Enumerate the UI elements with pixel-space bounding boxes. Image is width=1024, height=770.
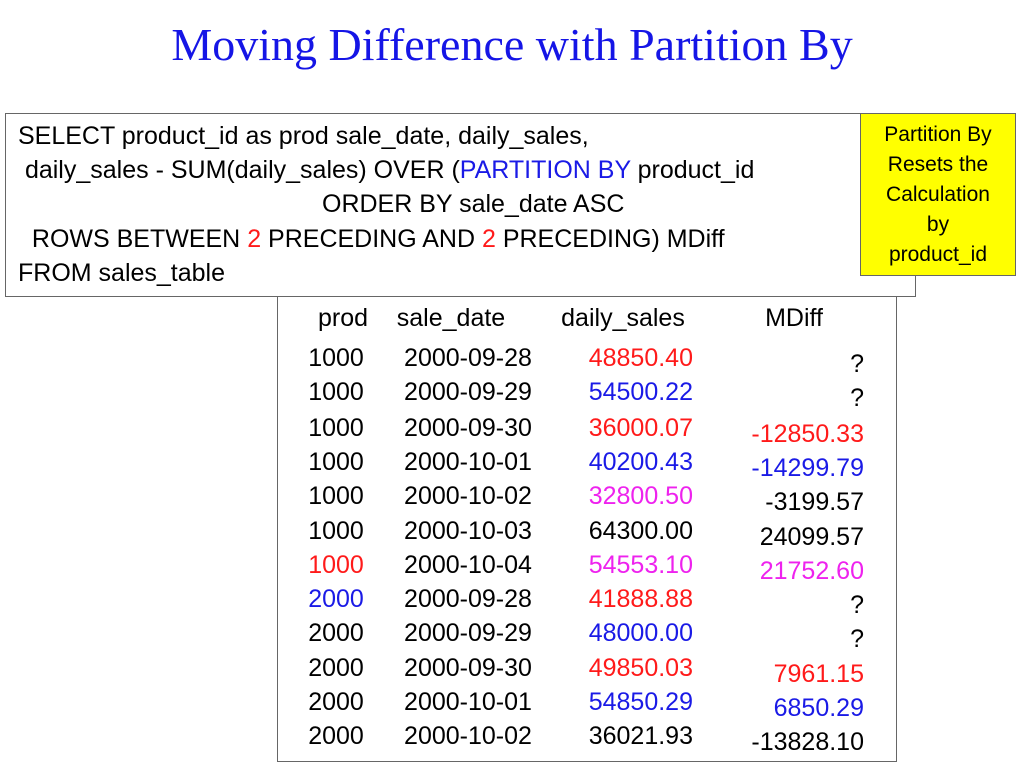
column-header: MDiff	[765, 304, 823, 332]
daily-sales-cell: 36021.93	[588, 722, 693, 750]
daily-sales-cell: 54553.10	[588, 551, 693, 579]
prod-cell: 1000	[308, 378, 364, 406]
sale-date-cell: 2000-10-01	[404, 448, 532, 476]
sale-date-cell: 2000-09-28	[404, 585, 532, 613]
sql-line-4: ROWS BETWEEN 2 PRECEDING AND 2 PRECEDING…	[18, 224, 725, 254]
prod-cell: 1000	[308, 551, 364, 579]
daily-sales-cell: 48000.00	[588, 619, 693, 647]
sale-date-cell: 2000-10-01	[404, 688, 532, 716]
daily-sales-cell: 54500.22	[588, 378, 693, 406]
sql-line-1: SELECT product_id as prod sale_date, dai…	[18, 122, 589, 150]
prod-cell: 2000	[308, 619, 364, 647]
note-line: Calculation	[886, 182, 990, 206]
prod-cell: 1000	[308, 414, 364, 442]
mdiff-cell: 21752.60	[759, 557, 864, 585]
sql-partition-keyword: PARTITION BY	[459, 156, 631, 184]
prod-cell: 1000	[308, 344, 364, 372]
prod-cell: 2000	[308, 654, 364, 682]
prod-cell: 1000	[308, 482, 364, 510]
mdiff-cell: -13828.10	[751, 728, 864, 756]
sql-line-5: FROM sales_table	[18, 259, 226, 287]
daily-sales-cell: 32800.50	[588, 482, 693, 510]
sql-text: ROWS BETWEEN	[18, 225, 248, 253]
mdiff-cell: 24099.57	[759, 523, 864, 551]
daily-sales-cell: 36000.07	[588, 414, 693, 442]
note-line: by	[926, 212, 950, 236]
sql-text: daily_sales - SUM(daily_sales) OVER (	[18, 156, 460, 184]
mdiff-cell: 6850.29	[773, 694, 864, 722]
sale-date-cell: 2000-09-30	[404, 414, 532, 442]
column-header: prod	[317, 304, 369, 332]
daily-sales-cell: 48850.40	[588, 344, 693, 372]
daily-sales-cell: 41888.88	[588, 585, 693, 613]
note-line: Resets the	[887, 152, 989, 176]
sql-number: 2	[247, 225, 262, 253]
daily-sales-cell: 64300.00	[588, 517, 693, 545]
note-line: Partition By	[884, 122, 992, 146]
sql-text: PRECEDING) MDiff	[495, 225, 725, 253]
sql-text: PRECEDING AND	[261, 225, 482, 253]
mdiff-cell: ?	[850, 350, 864, 378]
mdiff-cell: ?	[850, 384, 864, 412]
mdiff-cell: ?	[850, 625, 864, 653]
daily-sales-cell: 40200.43	[588, 448, 693, 476]
prod-cell: 1000	[308, 517, 364, 545]
sale-date-cell: 2000-09-29	[404, 619, 532, 647]
daily-sales-cell: 54850.29	[588, 688, 693, 716]
sql-line-2: daily_sales - SUM(daily_sales) OVER (PAR…	[18, 155, 754, 185]
result-table: prod sale_date daily_sales MDiff 1000 2000-09…	[277, 290, 897, 762]
prod-cell: 2000	[308, 688, 364, 716]
sale-date-cell: 2000-09-30	[404, 654, 532, 682]
note-line: product_id	[888, 242, 988, 266]
mdiff-cell: ?	[850, 591, 864, 619]
sql-text: product_id	[630, 156, 755, 184]
prod-cell: 2000	[308, 585, 364, 613]
sql-line-3: ORDER BY sale_date ASC	[322, 190, 625, 218]
mdiff-cell: 7961.15	[773, 660, 864, 688]
sale-date-cell: 2000-10-02	[404, 722, 532, 750]
prod-cell: 2000	[308, 722, 364, 750]
page-title: Moving Difference with Partition By	[171, 19, 853, 70]
sql-number: 2	[481, 225, 496, 253]
mdiff-cell: -14299.79	[751, 454, 864, 482]
sql-code-box: SELECT product_id as prod sale_date, dai…	[5, 113, 916, 297]
sale-date-cell: 2000-10-04	[404, 551, 532, 579]
prod-cell: 1000	[308, 448, 364, 476]
partition-note: Partition By Resets the Calculation by p…	[860, 113, 1016, 276]
sale-date-cell: 2000-09-29	[404, 378, 532, 406]
mdiff-cell: -12850.33	[751, 420, 864, 448]
column-header: sale_date	[396, 304, 506, 332]
column-header: daily_sales	[561, 304, 685, 332]
daily-sales-cell: 49850.03	[588, 654, 693, 682]
sale-date-cell: 2000-10-02	[404, 482, 532, 510]
mdiff-cell: -3199.57	[765, 488, 864, 516]
sale-date-cell: 2000-10-03	[404, 517, 532, 545]
sale-date-cell: 2000-09-28	[404, 344, 532, 372]
